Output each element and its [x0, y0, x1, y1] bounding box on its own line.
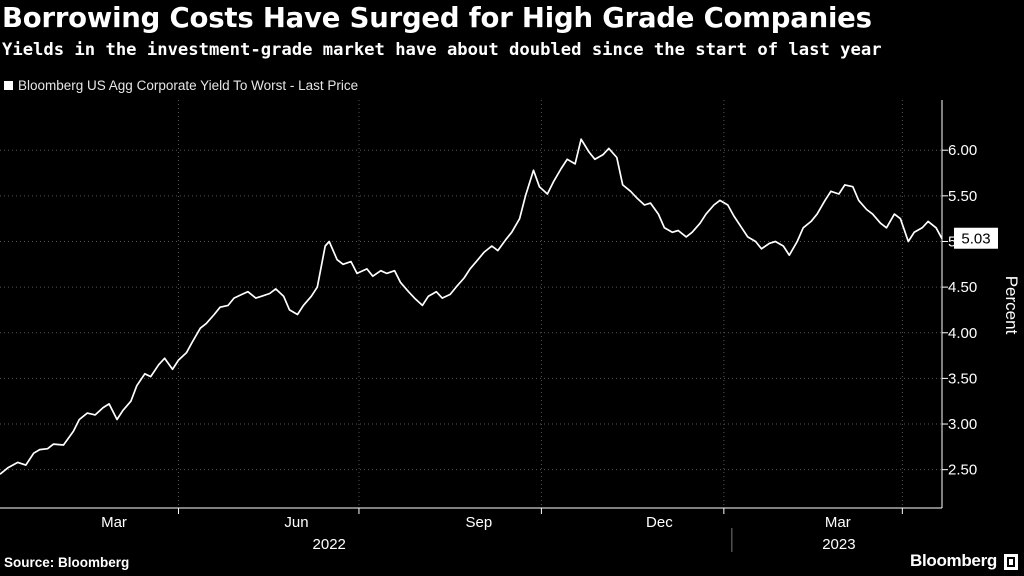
- chart-title: Borrowing Costs Have Surged for High Gra…: [2, 2, 872, 34]
- bloomberg-logo-icon: [1004, 554, 1018, 570]
- series-line: [0, 138, 943, 475]
- y-tick-label: 3.50: [948, 370, 977, 387]
- x-tick-label: Mar: [825, 514, 851, 531]
- x-tick-label: Dec: [646, 514, 673, 531]
- last-value-label: 5.03: [961, 231, 990, 248]
- y-tick-label: 4.50: [948, 279, 977, 296]
- legend-label: Bloomberg US Agg Corporate Yield To Wors…: [18, 78, 359, 93]
- brand-logo-text: Bloomberg: [909, 551, 997, 570]
- x-tick-label: Jun: [284, 514, 308, 531]
- legend-swatch: [4, 81, 13, 90]
- y-axis-title: Percent: [1002, 276, 1021, 335]
- y-tick-label: 2.50: [948, 462, 977, 479]
- x-tick-label: Sep: [466, 514, 493, 531]
- source-note: Source: Bloomberg: [4, 555, 130, 570]
- y-tick-label: 4.00: [948, 325, 977, 342]
- y-tick-label: 5.50: [948, 188, 977, 205]
- legend: Bloomberg US Agg Corporate Yield To Wors…: [4, 78, 358, 93]
- last-value-box: [954, 227, 998, 249]
- x-tick-label: Mar: [101, 514, 127, 531]
- y-tick-label: 3.00: [948, 416, 977, 433]
- chart-subtitle: Yields in the investment-grade market ha…: [2, 40, 882, 60]
- y-tick-label: 6.00: [948, 142, 977, 159]
- axis-layer: 2.503.003.504.004.505.005.506.00MarJunSe…: [0, 100, 998, 553]
- series-layer: [0, 138, 943, 475]
- x-year-label: 2023: [822, 536, 855, 553]
- grid-layer: [0, 100, 942, 508]
- x-year-label: 2022: [313, 536, 346, 553]
